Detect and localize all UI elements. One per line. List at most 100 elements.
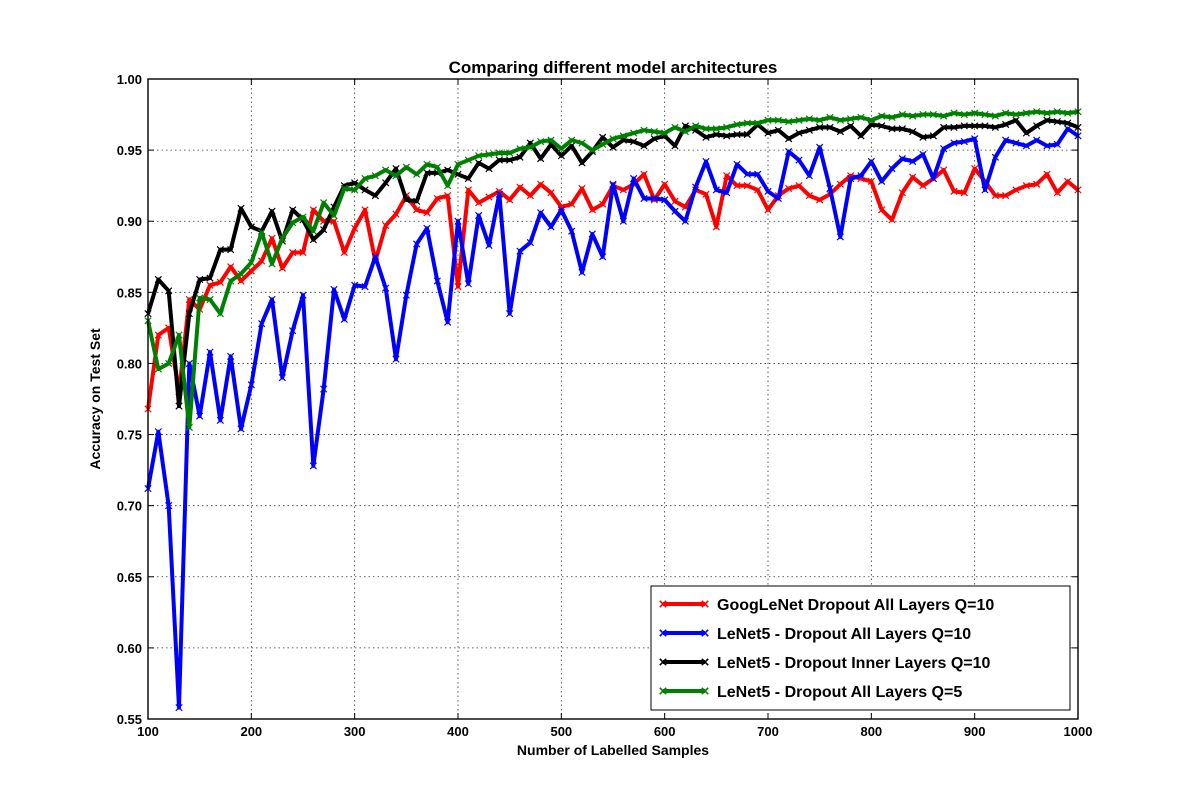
data-point	[237, 204, 245, 213]
data-point	[278, 374, 286, 382]
data-point	[392, 164, 400, 173]
data-point	[185, 423, 193, 432]
data-point	[320, 199, 328, 207]
data-point	[1033, 122, 1041, 130]
data-point	[1022, 142, 1030, 150]
data-point	[743, 170, 751, 178]
data-point	[206, 295, 214, 304]
data-point	[392, 210, 400, 218]
data-point	[258, 319, 266, 328]
data-point	[247, 267, 255, 275]
data-point	[816, 196, 824, 204]
data-point	[919, 182, 927, 190]
data-point	[867, 177, 875, 186]
data-point	[578, 159, 586, 167]
data-point	[712, 186, 720, 194]
data-point	[268, 234, 276, 242]
data-point	[878, 122, 886, 130]
data-point	[547, 223, 555, 231]
data-point	[805, 126, 813, 134]
data-point	[1043, 109, 1051, 117]
data-point	[847, 122, 855, 130]
data-point	[816, 143, 824, 151]
data-point	[701, 629, 709, 637]
data-point	[774, 116, 782, 124]
data-point	[599, 200, 607, 208]
data-point	[464, 156, 472, 164]
data-point	[692, 183, 700, 191]
data-point	[898, 189, 906, 197]
x-axis-ticks: 100 200 300 400 500 600 700 800 900 1000	[137, 79, 1092, 739]
data-point	[929, 132, 937, 140]
data-point	[650, 135, 658, 143]
data-point	[981, 110, 989, 119]
data-point	[227, 263, 235, 271]
data-point	[382, 166, 390, 174]
data-point	[888, 216, 896, 224]
data-point	[785, 118, 793, 126]
data-point	[165, 359, 173, 368]
data-point	[950, 109, 958, 117]
data-point	[743, 130, 751, 139]
data-point	[898, 155, 906, 163]
data-point	[774, 194, 782, 203]
data-point	[444, 318, 452, 326]
data-point	[909, 157, 917, 166]
data-point	[971, 122, 979, 130]
data-point	[991, 153, 999, 161]
data-point	[640, 142, 648, 150]
data-point	[371, 172, 379, 180]
data-point	[506, 196, 514, 204]
data-point	[433, 277, 441, 285]
data-point	[165, 502, 173, 510]
data-point	[454, 160, 462, 168]
x-tick-label: 500	[550, 724, 572, 739]
data-point	[578, 139, 586, 147]
data-point	[826, 184, 834, 193]
data-point	[206, 348, 214, 356]
data-point	[619, 217, 627, 225]
data-point	[909, 112, 917, 120]
data-point	[237, 277, 245, 285]
series-line	[146, 166, 1080, 410]
data-point	[289, 206, 297, 214]
data-point	[940, 166, 948, 174]
data-point	[278, 234, 286, 242]
data-point	[299, 213, 307, 221]
legend-item: LeNet5 - Dropout All Layers Q=10	[659, 626, 971, 643]
data-point	[692, 122, 700, 130]
data-point	[754, 186, 762, 194]
data-point	[888, 113, 896, 122]
data-point	[836, 233, 844, 241]
data-point	[650, 194, 658, 203]
data-point	[826, 123, 834, 131]
data-point	[919, 133, 927, 141]
data-point	[485, 193, 493, 201]
data-point	[836, 116, 844, 124]
data-point	[516, 247, 524, 255]
data-point	[485, 150, 493, 159]
data-point	[444, 182, 452, 190]
data-point	[175, 703, 183, 712]
data-point	[361, 174, 369, 183]
data-point	[826, 113, 834, 122]
data-point	[898, 125, 906, 133]
data-point	[340, 315, 348, 323]
data-point	[785, 135, 793, 143]
data-point	[1002, 109, 1010, 117]
data-point	[702, 157, 710, 166]
data-point	[475, 211, 483, 220]
data-point	[805, 191, 813, 200]
data-point	[630, 174, 638, 183]
legend-item: GoogLeNet Dropout All Layers Q=10	[659, 597, 994, 614]
data-point	[1033, 136, 1041, 144]
data-point	[557, 203, 565, 211]
data-point	[661, 129, 669, 137]
data-point	[991, 191, 999, 200]
data-point	[733, 130, 741, 139]
data-point	[516, 145, 524, 153]
data-point	[785, 147, 793, 156]
data-point	[351, 281, 359, 289]
data-point	[867, 157, 875, 166]
data-point	[960, 137, 968, 146]
